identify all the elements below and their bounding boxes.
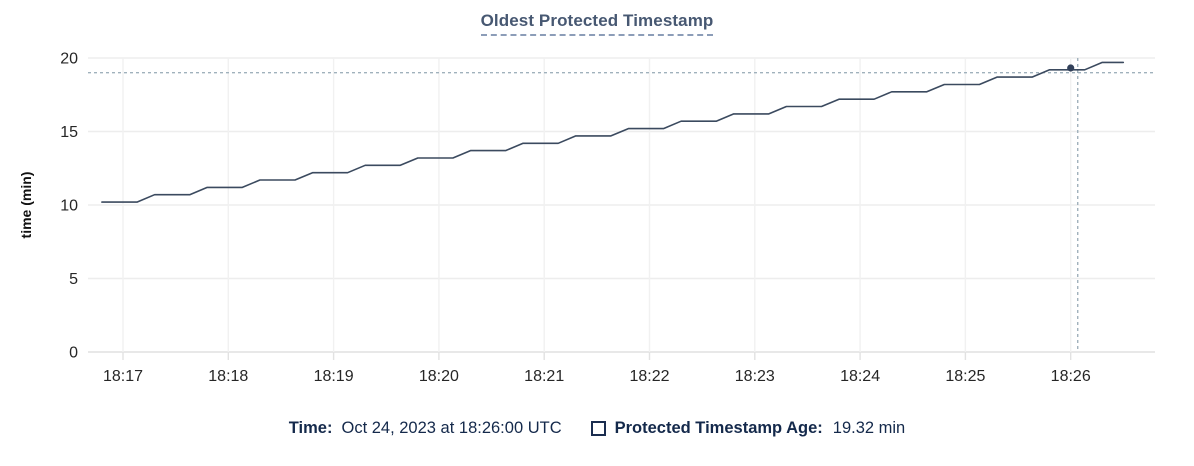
x-tick-label: 18:17 <box>103 368 143 385</box>
y-tick-label: 20 <box>60 51 78 68</box>
x-tick-label: 18:18 <box>208 368 248 385</box>
x-tick-label: 18:23 <box>735 368 775 385</box>
y-axis-title: time (min) <box>18 172 34 239</box>
x-tick-label: 18:20 <box>419 368 459 385</box>
hover-time-label: Time: <box>288 419 333 437</box>
chart-header: Oldest Protected Timestamp <box>0 11 1194 36</box>
x-tick-label: 18:26 <box>1051 368 1091 385</box>
legend-series-item[interactable]: Protected Timestamp Age: 19.32 min <box>590 418 906 438</box>
y-tick-label: 15 <box>60 124 78 141</box>
chart-title: Oldest Protected Timestamp <box>480 11 714 36</box>
series-name-label: Protected Timestamp Age: <box>614 419 823 437</box>
x-tick-label: 18:22 <box>629 368 669 385</box>
series-line <box>101 61 1125 203</box>
x-tick-label: 18:25 <box>945 368 985 385</box>
x-tick-label: 18:21 <box>524 368 564 385</box>
y-tick-label: 5 <box>69 271 78 288</box>
hover-dot <box>1067 64 1075 72</box>
x-tick-label: 18:19 <box>314 368 354 385</box>
series-value: 19.32 min <box>832 419 906 437</box>
y-tick-label: 10 <box>60 198 78 215</box>
hover-time-value: Oct 24, 2023 at 18:26:00 UTC <box>341 419 562 437</box>
series-swatch-icon <box>590 420 606 436</box>
y-tick-label: 0 <box>69 345 78 362</box>
x-tick-label: 18:24 <box>840 368 880 385</box>
hover-legend: Time: Oct 24, 2023 at 18:26:00 UTC Prote… <box>0 418 1194 438</box>
